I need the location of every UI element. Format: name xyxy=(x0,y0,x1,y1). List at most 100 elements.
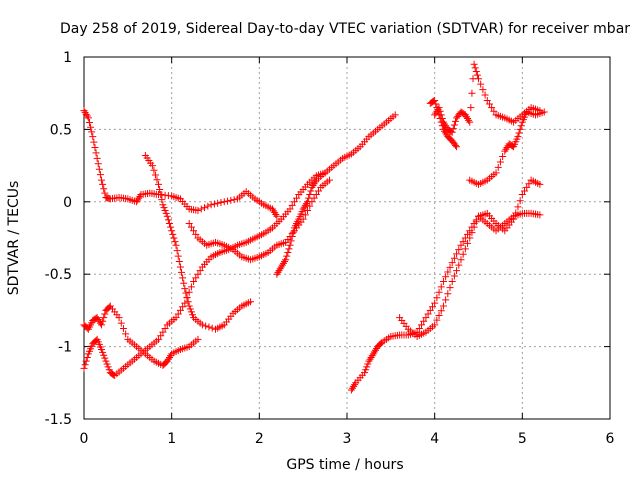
x-tick-label: 2 xyxy=(255,431,264,447)
data-point-marker xyxy=(464,239,472,247)
data-point-marker xyxy=(101,354,109,362)
data-point-marker xyxy=(94,315,102,323)
data-point-marker xyxy=(178,268,186,276)
data-point-marker xyxy=(435,311,443,319)
x-tick-label: 1 xyxy=(167,431,176,447)
data-point-marker xyxy=(181,299,189,307)
data-point-marker xyxy=(435,288,443,296)
data-point-marker xyxy=(81,108,89,116)
data-point-marker xyxy=(302,200,310,208)
data-point-marker xyxy=(104,363,112,371)
data-point-marker xyxy=(306,191,314,199)
data-point-marker xyxy=(436,115,444,123)
data-point-marker xyxy=(119,325,127,332)
data-point-marker xyxy=(133,198,141,206)
data-point-marker xyxy=(273,212,281,220)
data-point-marker xyxy=(153,176,161,184)
chart-title: Day 258 of 2019, Sidereal Day-to-day VTE… xyxy=(60,21,630,37)
data-point-marker xyxy=(282,256,290,264)
data-point-marker xyxy=(207,201,215,209)
data-point-marker xyxy=(310,180,318,188)
data-point-marker xyxy=(287,237,295,245)
data-point-marker xyxy=(442,273,450,281)
data-point-marker xyxy=(185,288,193,296)
data-point-marker xyxy=(518,191,526,199)
data-point-marker xyxy=(477,80,485,88)
data-point-marker xyxy=(202,322,210,330)
data-point-marker xyxy=(85,119,93,127)
data-point-marker xyxy=(369,350,377,358)
data-point-marker xyxy=(523,183,531,191)
data-point-marker xyxy=(175,258,183,266)
data-point-marker xyxy=(170,234,178,242)
data-point-marker xyxy=(210,200,218,208)
data-point-marker xyxy=(102,357,110,365)
data-point-marker xyxy=(94,160,102,168)
data-point-marker xyxy=(304,206,312,214)
data-point-marker xyxy=(470,60,478,68)
data-point-marker xyxy=(176,263,184,271)
data-point-marker xyxy=(461,111,469,119)
data-point-marker xyxy=(496,158,504,166)
data-point-marker xyxy=(437,118,445,126)
data-point-marker xyxy=(103,360,111,368)
data-point-marker xyxy=(466,234,474,242)
data-point-marker xyxy=(101,189,109,197)
data-point-marker xyxy=(98,345,106,353)
data-point-marker xyxy=(167,352,175,360)
data-point-marker xyxy=(348,384,356,392)
data-point-marker xyxy=(434,107,442,115)
x-tick-label: 4 xyxy=(430,431,439,447)
data-point-marker xyxy=(87,123,95,131)
data-point-marker xyxy=(105,303,113,311)
data-point-marker xyxy=(167,223,175,231)
data-point-marker xyxy=(536,211,544,219)
data-point-marker xyxy=(275,267,283,275)
data-point-marker xyxy=(165,353,173,361)
data-point-marker xyxy=(101,310,109,318)
data-point-marker xyxy=(279,259,287,267)
y-tick-label: 0.5 xyxy=(50,122,72,138)
data-point-marker xyxy=(451,141,459,149)
data-point-marker xyxy=(169,230,177,238)
data-point-marker xyxy=(168,227,176,235)
data-point-marker xyxy=(490,107,498,115)
data-point-marker xyxy=(422,314,430,322)
data-point-marker xyxy=(288,233,296,241)
data-point-marker xyxy=(467,104,475,112)
data-point-marker xyxy=(91,144,99,151)
data-point-marker xyxy=(514,133,522,141)
data-point-marker xyxy=(148,162,156,170)
data-point-marker xyxy=(110,371,118,379)
data-point-marker xyxy=(230,196,238,204)
plot-frame xyxy=(83,56,611,420)
data-point-marker xyxy=(515,129,523,137)
data-point-marker xyxy=(300,203,308,211)
data-point-marker xyxy=(459,238,467,246)
data-point-marker xyxy=(201,204,209,212)
data-point-marker xyxy=(283,252,291,260)
data-point-marker xyxy=(198,321,206,329)
data-point-marker xyxy=(185,220,193,228)
data-point-marker xyxy=(105,366,113,374)
data-point-marker xyxy=(289,228,297,236)
data-point-marker xyxy=(268,205,276,213)
data-point-marker xyxy=(217,199,225,207)
data-point-marker xyxy=(475,75,482,83)
data-point-marker xyxy=(492,169,500,177)
data-point-marker xyxy=(307,187,315,195)
data-point-marker xyxy=(315,187,323,195)
data-point-marker xyxy=(247,298,255,306)
data-point-marker xyxy=(157,191,165,199)
data-point-marker xyxy=(290,198,298,206)
data-point-marker xyxy=(172,241,180,249)
data-point-marker xyxy=(540,108,548,116)
data-point-marker xyxy=(312,191,320,199)
data-point-marker xyxy=(181,285,189,293)
data-point-marker xyxy=(438,122,446,130)
data-point-marker xyxy=(93,314,101,322)
data-point-marker xyxy=(442,129,450,137)
data-point-marker xyxy=(514,203,522,211)
